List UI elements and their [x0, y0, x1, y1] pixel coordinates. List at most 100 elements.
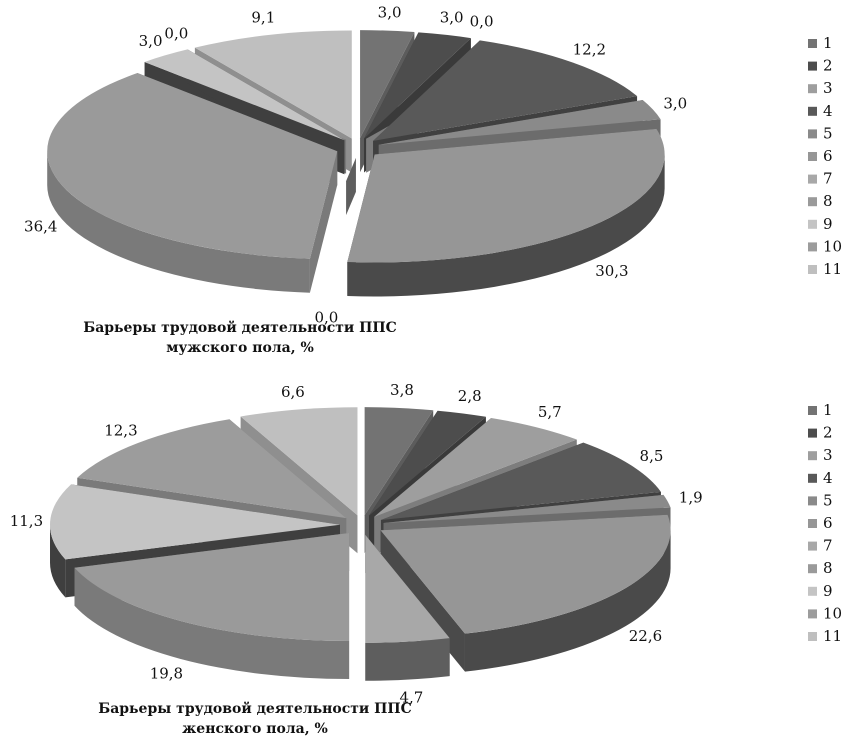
pie-data-label: 5,7 [538, 403, 562, 421]
legend-label: 2 [823, 57, 833, 75]
pie-data-label: 0,0 [470, 13, 494, 31]
pie-chart-female: 3,8 2,8 5,7 8,5 1,9 22,6 4,7 19,8 11,3 12,3 6,6 Ба… [10, 381, 842, 737]
legend-swatch [808, 84, 817, 94]
pie-data-label: 36,4 [24, 217, 57, 235]
legend-label: 4 [823, 469, 833, 487]
pie-slice-top [378, 100, 661, 145]
legend-swatch [808, 451, 817, 461]
pie-data-label: 12,3 [104, 421, 137, 439]
pie-slice-top [240, 407, 358, 516]
legend-label: 1 [823, 401, 833, 419]
legend-swatch [808, 564, 817, 574]
legend-label: 3 [823, 79, 833, 97]
pie-slice-top [369, 410, 486, 516]
chart-legend: 1 2 3 4 5 6 7 8 9 10 11 [808, 401, 842, 645]
legend-item: 5 [808, 124, 833, 142]
pie-data-label: 3,0 [378, 4, 402, 22]
legend-swatch [808, 197, 817, 207]
legend-label: 10 [823, 604, 842, 622]
legend-label: 3 [823, 446, 833, 464]
legend-swatch [808, 609, 817, 619]
pie-slice-side [365, 638, 450, 681]
pie-data-label: 3,8 [390, 381, 414, 399]
legend-item: 3 [808, 79, 833, 97]
legend-item: 8 [808, 192, 833, 210]
pie-slice-top [364, 32, 471, 139]
chart-title-line1: Барьеры трудовой деятельности ППС [83, 319, 397, 336]
legend-item: 6 [808, 147, 833, 165]
legend-swatch [808, 586, 817, 596]
pie-slice-top [380, 514, 671, 634]
pie-slice-side [50, 524, 66, 598]
pie-slice-top [360, 30, 415, 139]
legend-swatch [808, 106, 817, 116]
pie-slice-top [194, 30, 352, 139]
pie-slice-side [464, 530, 671, 672]
legend-swatch [808, 473, 817, 483]
legend-label: 4 [823, 102, 833, 120]
pie-data-label: 1,9 [679, 488, 703, 506]
legend-item: 10 [808, 604, 842, 622]
pie-slices [50, 407, 671, 681]
pie-data-labels: 3,0 3,0 0,012,23,030,30,036,43,0 0,09,1 [24, 4, 687, 327]
pie-data-label: 8,5 [640, 447, 664, 465]
legend-swatch [808, 519, 817, 528]
legend-swatch [808, 541, 817, 551]
pie-slices [47, 30, 665, 297]
pie-slice [346, 157, 356, 216]
pie-data-label: 19,8 [150, 665, 183, 683]
legend-label: 10 [823, 237, 842, 255]
pie-slice-wall [346, 157, 356, 216]
pie-data-labels: 3,8 2,8 5,7 8,5 1,9 22,6 4,7 19,8 11,3 12,3 6,6 [10, 381, 703, 707]
pie-data-label: 6,6 [281, 383, 305, 401]
legend-item: 7 [808, 170, 833, 188]
pie-data-label: 2,8 [458, 387, 482, 405]
pie-slice [347, 128, 665, 297]
legend-swatch [808, 242, 817, 252]
pie-data-label: 30,3 [595, 262, 628, 280]
pie-slice-top [373, 40, 638, 141]
pie-chart-male: 3,0 3,0 0,012,23,030,30,036,43,0 0,09,1 Бар… [24, 4, 842, 356]
legend-item: 11 [808, 627, 842, 645]
pie-slice-top [383, 494, 671, 523]
legend-label: 5 [823, 491, 833, 509]
pie-slice-side [74, 567, 350, 680]
pie-slice-top [364, 407, 434, 516]
pie-slice-top [365, 534, 450, 643]
legend-swatch [808, 428, 817, 438]
legend-swatch [808, 265, 817, 274]
pie-slice-wall [309, 151, 338, 293]
pie-slice-top [144, 49, 345, 141]
pie-data-label: 3,0 [663, 95, 687, 113]
chart-legend: 1 2 3 4 5 6 7 8 9 10 11 [808, 34, 842, 278]
pie-slice [74, 533, 350, 680]
pie-slice-top [77, 419, 347, 519]
pie-slice-side [347, 154, 665, 297]
legend-label: 9 [823, 582, 833, 600]
legend-item: 6 [808, 514, 833, 532]
pie-data-label: 0,0 [164, 25, 188, 43]
pie-data-label: 9,1 [251, 8, 275, 26]
legend-label: 11 [823, 260, 842, 278]
legend-swatch [808, 61, 817, 71]
legend-label: 7 [823, 537, 833, 555]
legend-item: 4 [808, 102, 833, 120]
legend-item: 2 [808, 57, 833, 75]
pie-data-label: 11,3 [10, 512, 43, 530]
pie-data-label: 4,7 [399, 689, 423, 707]
pie-slice [47, 72, 338, 293]
legend-label: 6 [823, 514, 833, 532]
legend-swatch [808, 174, 817, 184]
legend-swatch [808, 219, 817, 229]
legend-item: 10 [808, 237, 842, 255]
pie-slice-top [74, 533, 350, 642]
legend-swatch [808, 39, 817, 48]
pie-data-label: 3,0 [440, 8, 464, 26]
pie-data-label: 12,2 [573, 40, 606, 58]
legend-label: 5 [823, 124, 833, 142]
legend-item: 3 [808, 446, 833, 464]
legend-item: 2 [808, 424, 833, 442]
pie-data-label: 0,0 [314, 308, 338, 326]
pie-data-label: 22,6 [629, 627, 662, 645]
pie-slice-side [47, 151, 310, 293]
